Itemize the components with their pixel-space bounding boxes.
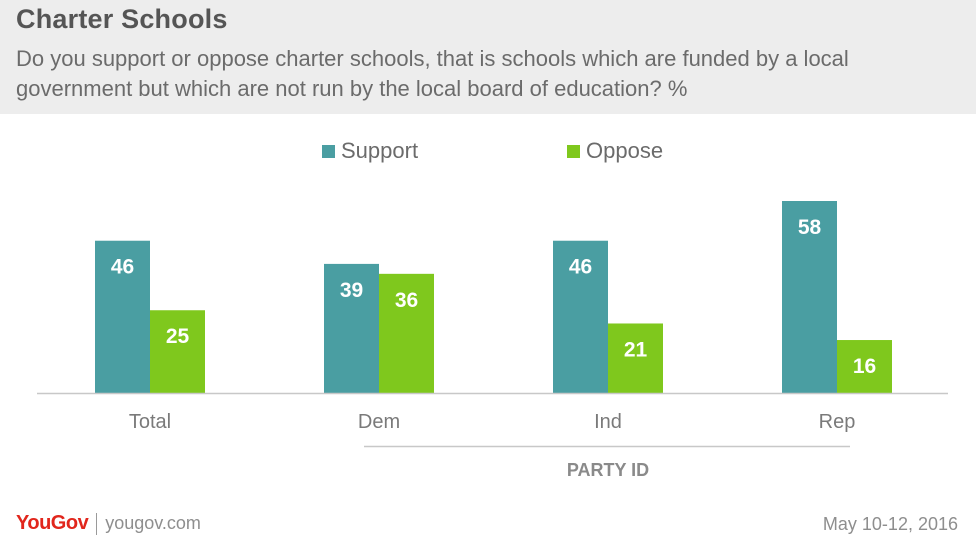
data-label-oppose-ind: 21 (624, 338, 648, 361)
data-label-support-ind: 46 (569, 256, 592, 279)
bar-oppose-rep (837, 340, 892, 393)
legend-swatch-oppose (567, 144, 580, 158)
data-label-oppose-rep: 16 (853, 355, 876, 378)
data-label-support-total: 46 (111, 256, 134, 279)
bar-oppose-total (150, 310, 205, 393)
data-label-support-rep: 58 (798, 216, 822, 239)
legend-label-support: Support (341, 138, 419, 163)
legend-label-oppose: Oppose (586, 138, 664, 163)
bar-oppose-dem (379, 273, 434, 393)
category-label-rep: Rep (819, 411, 856, 433)
bar-support-rep (782, 201, 837, 393)
group-label: PARTY ID (567, 460, 649, 480)
data-label-oppose-total: 25 (166, 325, 190, 348)
legend-item-support: Support (322, 136, 418, 166)
bar-support-dem (324, 263, 379, 393)
data-label-support-dem: 39 (340, 279, 363, 302)
footer-date: May 10-12, 2016 (822, 514, 958, 534)
bar-support-ind (553, 240, 608, 393)
footer-divider (96, 512, 98, 535)
legend-item-oppose: Oppose (567, 136, 663, 166)
category-label-total: Total (129, 411, 171, 433)
legend-swatch-support (322, 144, 335, 158)
yougov-logo: YouGov (16, 512, 89, 534)
category-label-ind: Ind (594, 411, 622, 433)
header-band: Charter Schools Do you support or oppose… (0, 0, 976, 114)
footer-brand: YouGov yougov.com (16, 512, 201, 535)
data-label-oppose-dem: 36 (395, 289, 418, 312)
chart-title: Charter Schools (16, 4, 228, 34)
chart-subtitle: Do you support or oppose charter schools… (16, 46, 849, 101)
bar-support-total (95, 240, 150, 393)
bar-oppose-ind (608, 323, 663, 393)
legend: Support Oppose (0, 136, 976, 166)
footer-site: yougov.com (105, 513, 201, 533)
category-label-dem: Dem (358, 411, 400, 433)
